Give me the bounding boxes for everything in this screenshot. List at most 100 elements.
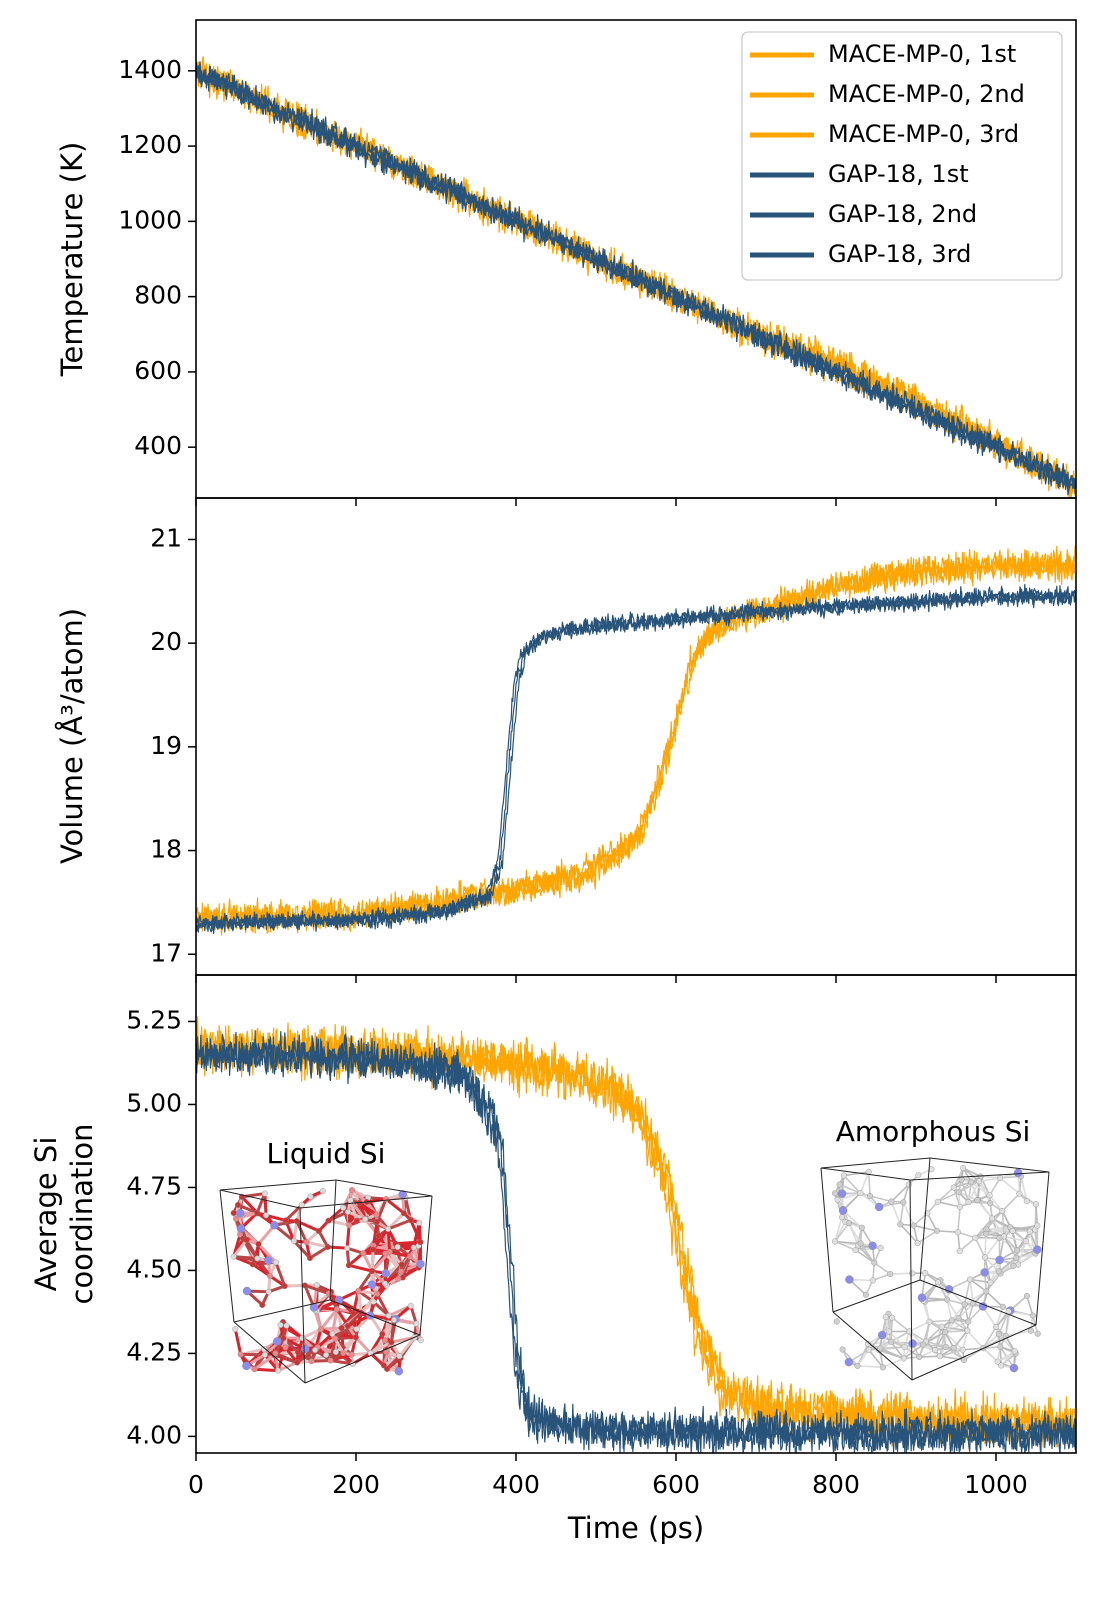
atom <box>942 1343 949 1350</box>
legend-entry-label: GAP-18, 3rd <box>828 240 971 268</box>
bond <box>310 1358 332 1363</box>
cell-edge <box>233 1321 306 1384</box>
x-tick-label: 200 <box>332 1470 380 1499</box>
atom <box>385 1312 392 1319</box>
bond <box>890 1330 911 1343</box>
atom <box>303 1239 310 1246</box>
atom <box>948 1317 955 1324</box>
atom <box>834 1196 841 1203</box>
atom <box>267 1272 274 1279</box>
amorphous-si-label: Amorphous Si <box>836 1115 1031 1148</box>
bond <box>969 1278 988 1293</box>
atom <box>264 1256 273 1265</box>
atom <box>1011 1348 1018 1355</box>
x-tick-label: 0 <box>188 1470 204 1499</box>
bond <box>284 1324 304 1340</box>
atom <box>871 1259 878 1266</box>
bond <box>969 1278 974 1305</box>
atom <box>332 1335 339 1342</box>
bond <box>982 1335 1007 1349</box>
atom <box>960 1165 967 1172</box>
bond <box>252 1353 277 1371</box>
atom <box>383 1196 390 1203</box>
bond <box>957 1206 961 1234</box>
atom <box>394 1367 404 1376</box>
atom <box>272 1350 279 1357</box>
atom <box>325 1217 332 1224</box>
bond <box>902 1183 910 1204</box>
atom <box>1014 1247 1021 1254</box>
bond <box>856 1349 870 1367</box>
bond <box>890 1200 902 1226</box>
bond <box>969 1278 992 1284</box>
atom <box>944 1296 951 1303</box>
legend-entry-label: MACE-MP-0, 2nd <box>828 80 1025 108</box>
atom <box>995 1255 1004 1265</box>
atom <box>1027 1327 1034 1334</box>
bond <box>1011 1230 1018 1252</box>
atom <box>406 1253 413 1260</box>
atom <box>932 1347 939 1354</box>
bond <box>232 1238 249 1259</box>
x-tick-label: 400 <box>492 1470 540 1499</box>
atom <box>854 1362 861 1369</box>
atom <box>259 1301 266 1308</box>
bond <box>283 1345 299 1365</box>
temperature-y-axis-label: Temperature (K) <box>55 142 89 378</box>
bond-network <box>831 1165 1042 1373</box>
atom <box>993 1323 1000 1330</box>
bond <box>908 1320 931 1333</box>
atom <box>965 1318 972 1325</box>
bond <box>985 1226 1012 1235</box>
x-axis-label: Time (ps) <box>567 1511 704 1545</box>
atom <box>347 1197 354 1204</box>
bond <box>966 1329 985 1349</box>
atom <box>955 1315 962 1322</box>
atom <box>910 1222 917 1229</box>
atom <box>394 1244 401 1251</box>
temperature-series-group <box>196 56 1076 498</box>
atom <box>877 1345 884 1352</box>
bond <box>233 1327 243 1356</box>
bond <box>264 1213 288 1222</box>
bond <box>974 1236 986 1259</box>
atom <box>230 1209 237 1216</box>
bond <box>245 1238 259 1260</box>
atom <box>882 1314 889 1321</box>
atom <box>845 1220 852 1227</box>
bond <box>255 1192 267 1215</box>
atom <box>299 1335 306 1342</box>
bond <box>252 1367 280 1373</box>
coordination-x-ticks: 0 200 400 600 800 1000 <box>188 1453 1028 1499</box>
atom <box>1016 1190 1023 1197</box>
atom <box>243 1237 250 1244</box>
atom <box>344 1208 351 1215</box>
bond <box>982 1326 997 1349</box>
bond <box>326 1245 349 1250</box>
atom <box>920 1341 927 1348</box>
atom <box>255 1241 262 1248</box>
atom <box>385 1226 392 1233</box>
bond <box>978 1177 1001 1183</box>
atom <box>889 1314 896 1321</box>
bond <box>274 1260 287 1288</box>
atom <box>410 1244 417 1251</box>
bond <box>236 1203 259 1215</box>
series-line-gap-18-3rd <box>196 1031 1076 1453</box>
bond <box>961 1347 985 1351</box>
bond <box>389 1318 396 1344</box>
amorphous-si-inset <box>820 1157 1050 1381</box>
coordination-y-axis-label-line1: Average Si <box>29 1137 63 1292</box>
bond <box>998 1257 1018 1273</box>
bond <box>890 1341 905 1360</box>
atom <box>917 1293 927 1302</box>
atom <box>346 1222 353 1229</box>
bond <box>330 1332 358 1339</box>
atom <box>831 1190 838 1197</box>
y-tick-label: 4.00 <box>126 1420 182 1449</box>
bond <box>944 1320 970 1333</box>
atom <box>934 1279 941 1286</box>
coordination-panel: Liquid Si Amorphous Si 4.00 4.25 4.50 4.75 5… <box>29 974 1077 1545</box>
atom <box>265 1288 272 1295</box>
y-tick-label: 600 <box>134 356 182 385</box>
